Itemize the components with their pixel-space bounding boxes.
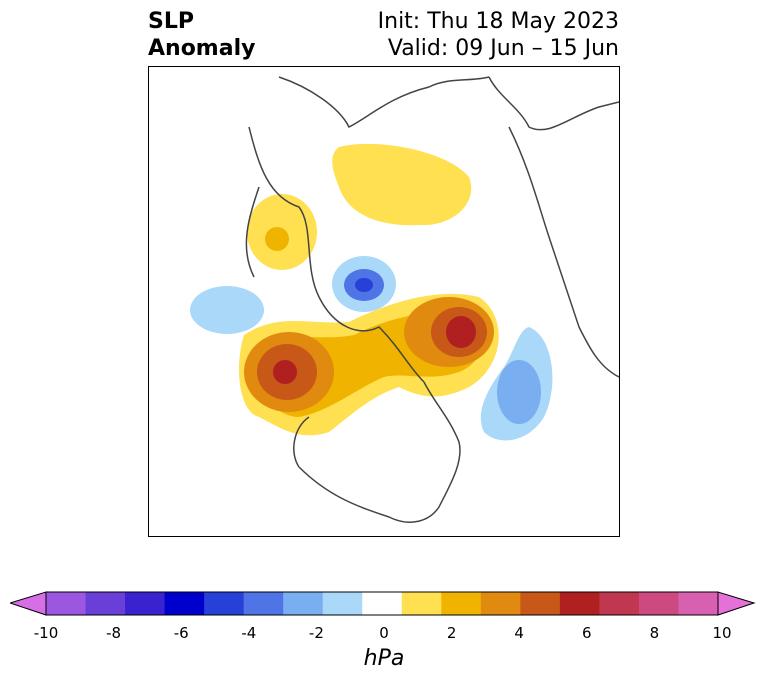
negative-anomaly-pacific-west	[190, 286, 264, 334]
negative-anomaly-atlantic-core	[497, 360, 541, 424]
colorbar-segment	[125, 592, 166, 615]
coastlines	[245, 76, 619, 523]
negative-anomaly-arctic-core	[355, 278, 373, 292]
colorbar-segment	[401, 592, 442, 615]
title-line-1: SLP	[148, 9, 194, 34]
map-canvas	[190, 76, 619, 523]
map-title: SLP Anomaly	[148, 8, 255, 62]
positive-anomaly-pacific-core	[273, 360, 297, 384]
colorbar-unit: hPa	[363, 646, 405, 671]
colorbar-segment	[678, 592, 719, 615]
colorbar-segment	[204, 592, 245, 615]
valid-range: Valid: 09 Jun – 15 Jun	[387, 36, 619, 61]
colorbar-tick-label: 10	[712, 624, 732, 642]
colorbar-frame	[45, 591, 719, 616]
colorbar-tick-label: -8	[106, 624, 122, 642]
title-line-2: Anomaly	[148, 36, 256, 61]
colorbar-tick-label: -4	[241, 624, 257, 642]
colorbar-segment	[441, 592, 482, 615]
colorbar-segment	[46, 592, 87, 615]
colorbar-tick-label: -10	[33, 624, 59, 642]
colorbar-segment	[638, 592, 679, 615]
colorbar-low-extension	[10, 591, 47, 616]
colorbar-segment	[599, 592, 640, 615]
colorbar-tick-label: 2	[446, 624, 457, 642]
colorbar-segment	[283, 592, 324, 615]
colorbar-tick-label: 8	[649, 624, 660, 642]
colorbar-segment	[480, 592, 521, 615]
colorbar-segment	[362, 592, 403, 615]
colorbar-segment	[322, 592, 363, 615]
colorbar	[10, 591, 756, 616]
init-date: Init: Thu 18 May 2023	[377, 9, 619, 34]
positive-anomaly-asia	[332, 143, 472, 226]
map-panel	[148, 66, 620, 537]
colorbar-tick-label: -6	[173, 624, 189, 642]
colorbar-tick-label: 0	[379, 624, 389, 642]
colorbar-tick-label: 6	[582, 624, 592, 642]
map-subtitle: Init: Thu 18 May 2023 Valid: 09 Jun – 15…	[378, 8, 619, 62]
colorbar-segment	[164, 592, 205, 615]
colorbar-high-extension	[717, 591, 756, 616]
colorbar-segment	[520, 592, 561, 615]
colorbar-segment	[559, 592, 600, 615]
positive-anomaly-west-core	[265, 227, 289, 251]
colorbar-segment	[243, 592, 284, 615]
colorbar-segment	[85, 592, 126, 615]
colorbar-tick-label: -2	[308, 624, 324, 642]
colorbar-tick-label: 4	[514, 624, 524, 642]
positive-anomaly-greenland-core	[446, 316, 476, 348]
